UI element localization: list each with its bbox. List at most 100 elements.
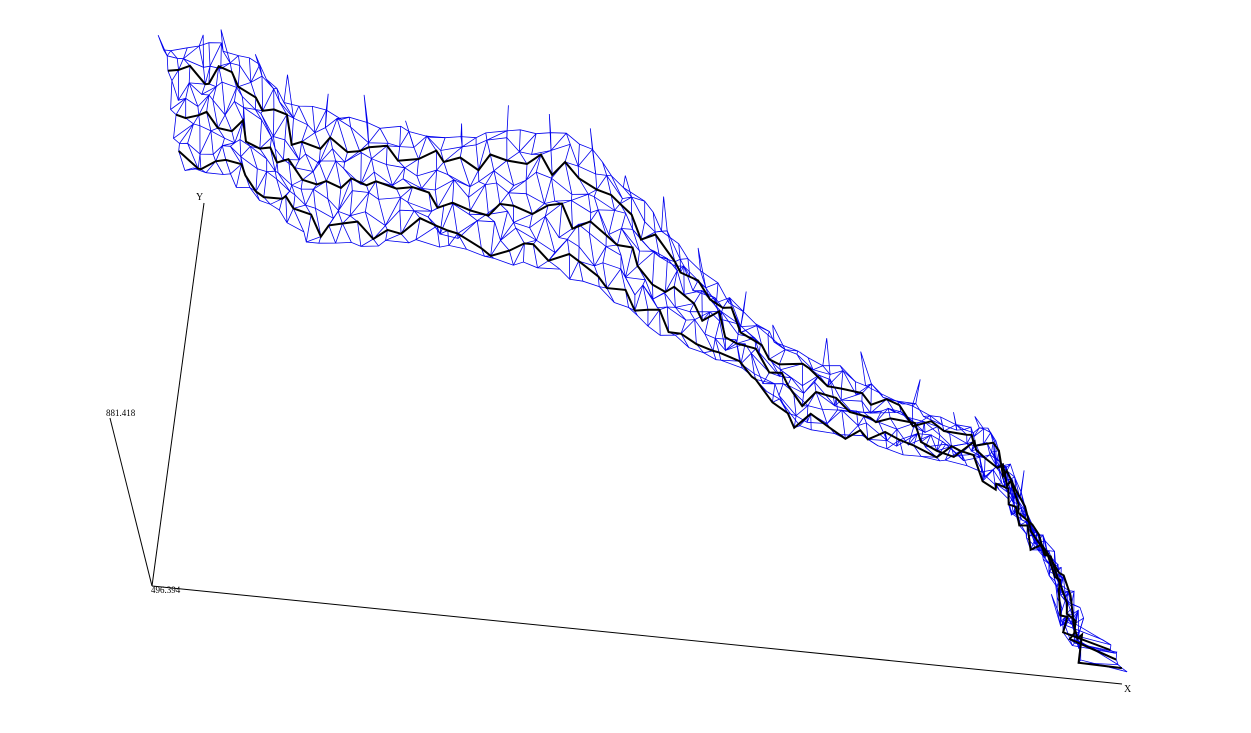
mesh-diagonal-line	[217, 114, 226, 129]
mesh-diagonal-line	[298, 141, 303, 160]
mesh-row-line	[184, 167, 1128, 673]
mesh-diagonal-line	[659, 256, 676, 263]
mesh-column-line	[485, 132, 514, 266]
mesh-diagonal-line	[426, 135, 446, 139]
mesh-column-line	[198, 45, 224, 175]
mesh-diagonal-line	[951, 443, 967, 447]
mesh-diagonal-line	[513, 243, 525, 266]
mesh-diagonal-line	[222, 142, 235, 147]
mesh-column-line	[773, 341, 800, 429]
mesh-row-line	[163, 42, 1103, 641]
mesh-diagonal-line	[827, 370, 844, 387]
mesh-column-line	[577, 144, 600, 287]
mesh-diagonal-line	[392, 167, 406, 186]
mesh-column-line	[550, 132, 571, 280]
mesh-peak-line	[325, 93, 329, 128]
mesh-diagonal-line	[787, 412, 797, 417]
mesh-diagonal-line	[1044, 540, 1047, 551]
mesh-peak-line	[974, 416, 985, 430]
mesh-diagonal-line	[493, 160, 508, 172]
mesh-diagonal-line	[861, 383, 872, 394]
mesh-diagonal-line	[680, 319, 695, 334]
mesh-diagonal-line	[596, 175, 608, 190]
mesh-diagonal-line	[857, 416, 865, 426]
mesh-column-line	[822, 365, 846, 440]
mesh-diagonal-line	[338, 178, 352, 211]
mesh-diagonal-line	[368, 128, 381, 144]
mesh-row-line	[175, 111, 1117, 660]
mesh-diagonal-line	[421, 169, 438, 189]
mesh-diagonal-line	[314, 109, 327, 133]
mesh-diagonal-line	[680, 258, 688, 260]
mesh-diagonal-line	[550, 132, 567, 151]
mesh-column-line	[459, 136, 485, 257]
mesh-diagonal-line	[1042, 535, 1046, 541]
mesh-diagonal-line	[712, 338, 716, 351]
mesh-diagonal-line	[561, 200, 572, 204]
mesh-diagonal-line	[371, 145, 388, 160]
mesh-diagonal-line	[329, 118, 338, 138]
mesh-diagonal-line	[720, 359, 740, 362]
mesh-diagonal-line	[598, 209, 615, 211]
mesh-column-line	[652, 212, 676, 336]
mesh-diagonal-line	[500, 222, 514, 241]
mesh-diagonal-line	[360, 158, 372, 185]
mesh-diagonal-line	[337, 116, 350, 119]
mesh-peak-line	[822, 338, 831, 375]
mesh-diagonal-line	[289, 185, 293, 192]
mesh-diagonal-line	[469, 170, 479, 187]
mesh-diagonal-line	[1008, 504, 1012, 515]
mesh-diagonal-line	[485, 170, 495, 185]
mesh-diagonal-line	[740, 353, 752, 364]
mesh-diagonal-line	[335, 160, 345, 163]
mesh-diagonal-line	[548, 239, 568, 261]
mesh-peak-line	[198, 34, 204, 68]
mesh-column-line	[266, 79, 291, 223]
mesh-column-line	[298, 105, 322, 244]
mesh-diagonal-line	[647, 309, 660, 327]
mesh-peak-line	[697, 247, 707, 288]
mesh-peak-line	[1050, 594, 1061, 626]
mesh-diagonal-line	[569, 260, 580, 280]
mesh-diagonal-line	[476, 214, 487, 222]
mesh-diagonal-line	[619, 196, 632, 205]
mesh-diagonal-line	[418, 135, 428, 160]
mesh-diagonal-line	[714, 338, 726, 351]
mesh-diagonal-line	[469, 184, 486, 211]
mesh-diagonal-line	[875, 408, 889, 423]
mesh-peak-line	[506, 105, 509, 138]
mesh-diagonal-line	[335, 223, 343, 244]
mesh-column-line	[425, 135, 450, 246]
mesh-diagonal-line	[729, 297, 744, 313]
mesh-column-line	[640, 201, 661, 336]
mesh-diagonal-line	[870, 398, 887, 414]
mesh-peak-line	[1019, 470, 1025, 498]
mesh-diagonal-line	[750, 353, 770, 373]
mesh-diagonal-line	[271, 136, 274, 138]
mesh-diagonal-line	[589, 209, 599, 222]
mesh-diagonal-line	[594, 246, 607, 267]
mesh-diagonal-line	[166, 50, 172, 57]
mesh-diagonal-line	[886, 439, 900, 450]
mesh-diagonal-line	[930, 415, 943, 426]
contour-line	[167, 64, 1111, 651]
mesh-diagonal-line	[945, 450, 961, 461]
mesh-diagonal-line	[973, 427, 980, 437]
mesh-diagonal-line	[240, 146, 251, 157]
mesh-diagonal-line	[436, 225, 441, 235]
mesh-diagonal-line	[312, 163, 320, 172]
mesh-diagonal-line	[989, 451, 992, 455]
mesh-row-line	[173, 123, 1117, 660]
mesh-diagonal-line	[262, 88, 275, 111]
mesh-diagonal-line	[705, 282, 719, 289]
mesh-diagonal-line	[453, 179, 471, 188]
mesh-peak-line	[911, 379, 921, 407]
mesh-column-line	[249, 57, 271, 205]
mesh-diagonal-line	[756, 325, 770, 332]
mesh-peak-line	[740, 291, 747, 327]
mesh-peak-line	[283, 74, 294, 119]
mesh-diagonal-line	[400, 210, 415, 234]
mesh-peak-line	[405, 120, 415, 148]
mesh-diagonal-line	[342, 215, 351, 224]
